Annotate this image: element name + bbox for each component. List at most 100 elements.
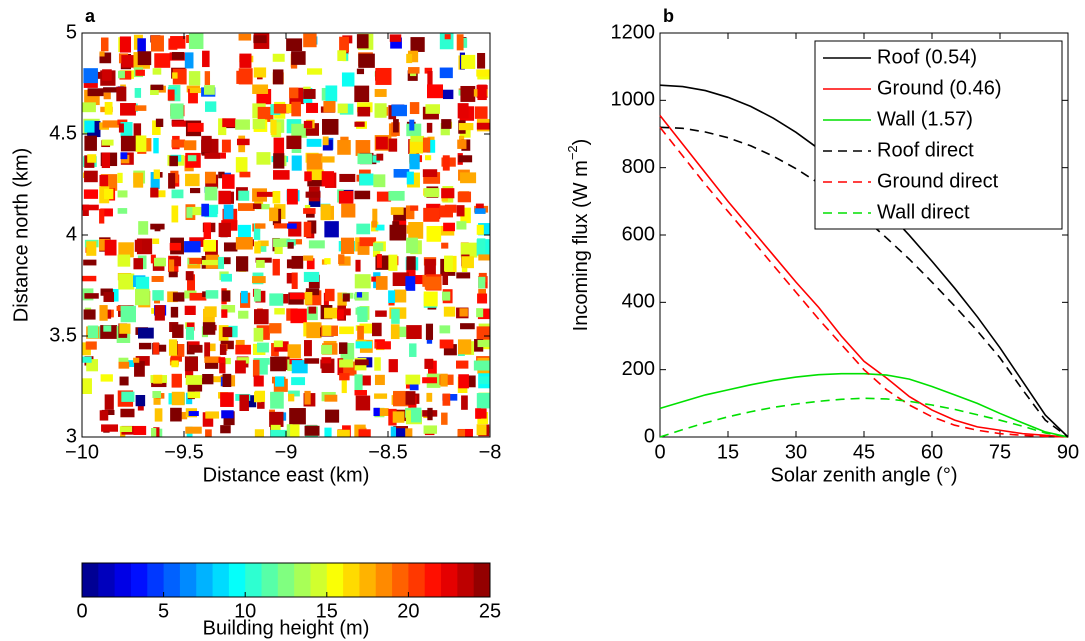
building [117, 190, 128, 198]
building [187, 206, 203, 216]
building [135, 276, 150, 290]
building [82, 275, 97, 282]
building [442, 291, 451, 301]
building [185, 375, 203, 385]
y-axis-label-part: ) [570, 139, 592, 146]
building [202, 373, 214, 385]
building [304, 425, 320, 436]
building [337, 103, 348, 114]
building [286, 272, 296, 284]
building [152, 238, 160, 244]
building [376, 254, 382, 268]
building [339, 326, 354, 335]
building [426, 139, 436, 153]
building [104, 239, 117, 256]
building [324, 307, 340, 319]
building [153, 427, 160, 437]
building [338, 140, 348, 151]
x-tick-label: −9.5 [164, 441, 203, 463]
building [324, 288, 335, 302]
building [373, 407, 380, 417]
building [477, 84, 487, 101]
building [221, 139, 231, 153]
building [223, 242, 238, 252]
colorbar-segment [179, 563, 197, 597]
colorbar-frame [81, 562, 491, 598]
building [474, 106, 488, 119]
building [169, 242, 181, 251]
building [188, 71, 201, 86]
building [150, 427, 157, 437]
building [337, 292, 347, 307]
building [287, 344, 301, 359]
building [120, 152, 128, 160]
building [442, 272, 449, 285]
building [252, 203, 262, 209]
building [150, 85, 159, 96]
colorbar-segment [392, 563, 409, 597]
building [220, 152, 226, 159]
building [118, 242, 134, 258]
x-tick-label: 30 [785, 441, 807, 463]
building [189, 187, 201, 194]
building [253, 223, 261, 240]
building [320, 204, 331, 221]
building [405, 276, 416, 291]
building [133, 357, 140, 363]
building [303, 120, 313, 129]
building [273, 153, 285, 169]
building [202, 50, 210, 68]
building [171, 360, 179, 368]
building [239, 394, 249, 411]
building [460, 207, 471, 224]
building [270, 429, 288, 437]
building [171, 205, 179, 223]
building [424, 67, 433, 74]
building [253, 309, 269, 325]
building [391, 104, 407, 117]
building [171, 189, 184, 199]
building [120, 305, 136, 323]
colorbar-segment [245, 563, 263, 597]
building [218, 171, 225, 179]
building [342, 293, 350, 302]
building [373, 242, 384, 251]
building [170, 36, 186, 49]
building [409, 343, 417, 357]
building [85, 341, 97, 350]
building [273, 137, 285, 154]
building [390, 207, 404, 215]
building [305, 191, 321, 198]
building [238, 190, 250, 201]
building [356, 34, 369, 49]
building [391, 308, 400, 324]
building [138, 221, 149, 235]
building [476, 308, 484, 318]
building [388, 359, 398, 373]
building [256, 342, 269, 353]
building [372, 208, 378, 224]
building [134, 87, 142, 98]
building [405, 205, 415, 220]
building [357, 241, 370, 255]
building [82, 356, 92, 363]
building [167, 291, 178, 303]
building [440, 373, 448, 387]
building [84, 120, 95, 133]
building [253, 35, 267, 44]
building [205, 429, 212, 437]
building [321, 156, 335, 163]
building [269, 323, 282, 334]
building [409, 153, 420, 170]
building [357, 325, 364, 342]
building [103, 292, 115, 302]
building [171, 391, 185, 406]
x-tick-label: 60 [921, 441, 943, 463]
building [172, 292, 185, 302]
building [239, 171, 251, 178]
building [289, 408, 306, 425]
building [255, 223, 266, 229]
colorbar-label: Building height (m) [203, 617, 370, 639]
building [321, 357, 332, 364]
building [354, 390, 367, 396]
